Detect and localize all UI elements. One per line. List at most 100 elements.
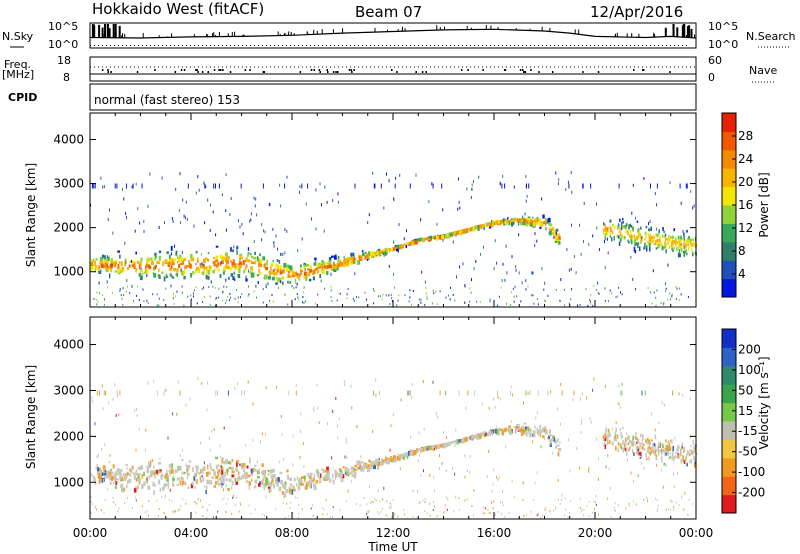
velocity-cell xyxy=(136,478,139,482)
velocity-cell xyxy=(313,476,316,482)
power-cell xyxy=(152,293,154,296)
velocity-cell xyxy=(453,510,455,513)
velocity-cell xyxy=(228,466,232,469)
velocity-cell xyxy=(252,402,254,406)
power-cell xyxy=(672,236,675,239)
power-cell xyxy=(687,295,689,298)
freq-mark xyxy=(552,71,554,73)
velocity-cell xyxy=(627,441,630,444)
power-cell xyxy=(655,247,658,250)
velocity-cell xyxy=(313,408,315,412)
power-cell xyxy=(414,239,418,245)
power-cell xyxy=(158,268,160,273)
power-cell xyxy=(249,219,251,223)
power-cell xyxy=(127,285,128,288)
power-cell xyxy=(459,265,461,269)
power-cell xyxy=(677,252,680,258)
noise-search-dot xyxy=(182,45,183,46)
power-cell xyxy=(452,240,454,244)
velocity-cell xyxy=(372,501,374,503)
power-cell xyxy=(222,271,225,275)
velocity-cell xyxy=(143,481,146,486)
power-cell xyxy=(479,301,481,303)
power-cell xyxy=(91,183,93,189)
noise-search-dot xyxy=(686,45,687,46)
power-cell xyxy=(437,235,439,238)
velocity-cell xyxy=(265,480,269,484)
power-cell xyxy=(672,250,674,252)
power-cell xyxy=(433,292,435,295)
power-cell xyxy=(650,237,652,241)
velocity-cell xyxy=(678,453,680,457)
velocity-cell xyxy=(668,440,670,444)
velocity-cell xyxy=(370,502,372,505)
velocity-cell xyxy=(512,393,514,397)
power-cell xyxy=(604,225,607,228)
velocity-cell xyxy=(492,397,494,401)
power-cell xyxy=(258,263,262,266)
power-cell xyxy=(335,265,337,270)
power-cell xyxy=(225,173,227,177)
power-cell xyxy=(145,263,148,268)
power-cell xyxy=(529,220,531,225)
velocity-cell xyxy=(235,481,239,485)
velocity-cell xyxy=(447,442,451,446)
power-cell xyxy=(95,298,97,301)
velocity-cell xyxy=(280,414,282,418)
power-cell xyxy=(94,183,96,189)
velocity-cell xyxy=(655,463,657,467)
velocity-cell xyxy=(115,504,116,507)
velocity-cell xyxy=(107,475,110,479)
power-cell xyxy=(568,268,570,272)
power-cell xyxy=(90,265,92,271)
velocity-cell xyxy=(231,486,233,490)
velocity-cell xyxy=(513,496,515,499)
power-cell xyxy=(154,256,157,261)
freq-left-tick-bottom: 8 xyxy=(63,71,70,84)
velocity-cell xyxy=(366,513,368,516)
x-axis-label: Time UT xyxy=(367,540,418,554)
power-cell xyxy=(531,294,533,297)
power-cell xyxy=(637,242,640,246)
velocity-cell xyxy=(209,448,211,452)
velocity-cell xyxy=(133,488,137,493)
power-cell xyxy=(212,285,214,288)
noise-search-dot xyxy=(546,45,547,46)
power-cell xyxy=(662,234,664,238)
velocity-cell xyxy=(292,463,294,467)
power-cell xyxy=(372,287,374,290)
power-cell xyxy=(247,252,250,255)
power-cell xyxy=(184,216,186,220)
noise-search-dot xyxy=(642,45,643,46)
power-cell xyxy=(223,285,225,288)
power-cell xyxy=(524,212,526,216)
velocity-cell xyxy=(258,483,261,487)
velocity-cell xyxy=(195,478,198,482)
power-cell xyxy=(678,299,680,302)
power-cell xyxy=(233,261,235,266)
velocity-cell xyxy=(640,433,642,438)
power-cell xyxy=(529,222,532,226)
power-cell xyxy=(141,269,143,273)
power-cell xyxy=(293,287,295,290)
velocity-cell xyxy=(610,515,612,518)
power-cell xyxy=(616,295,618,298)
velocity-cell xyxy=(639,456,642,459)
power-cell xyxy=(173,292,174,295)
velocity-cell xyxy=(112,496,114,499)
power-cell xyxy=(226,256,230,260)
colorbar-tick-label: 12 xyxy=(738,221,753,235)
power-cell xyxy=(690,238,692,243)
power-cell xyxy=(470,291,472,294)
velocity-cell xyxy=(637,448,640,452)
power-cell xyxy=(256,255,259,261)
power-cell xyxy=(158,297,160,300)
velocity-cell xyxy=(126,497,128,500)
power-cell xyxy=(525,288,527,291)
power-cell xyxy=(250,218,252,222)
power-cell xyxy=(231,249,234,253)
velocity-cell xyxy=(625,437,627,442)
velocity-cell xyxy=(543,426,547,430)
power-cell xyxy=(215,183,216,189)
power-cell xyxy=(232,264,235,268)
